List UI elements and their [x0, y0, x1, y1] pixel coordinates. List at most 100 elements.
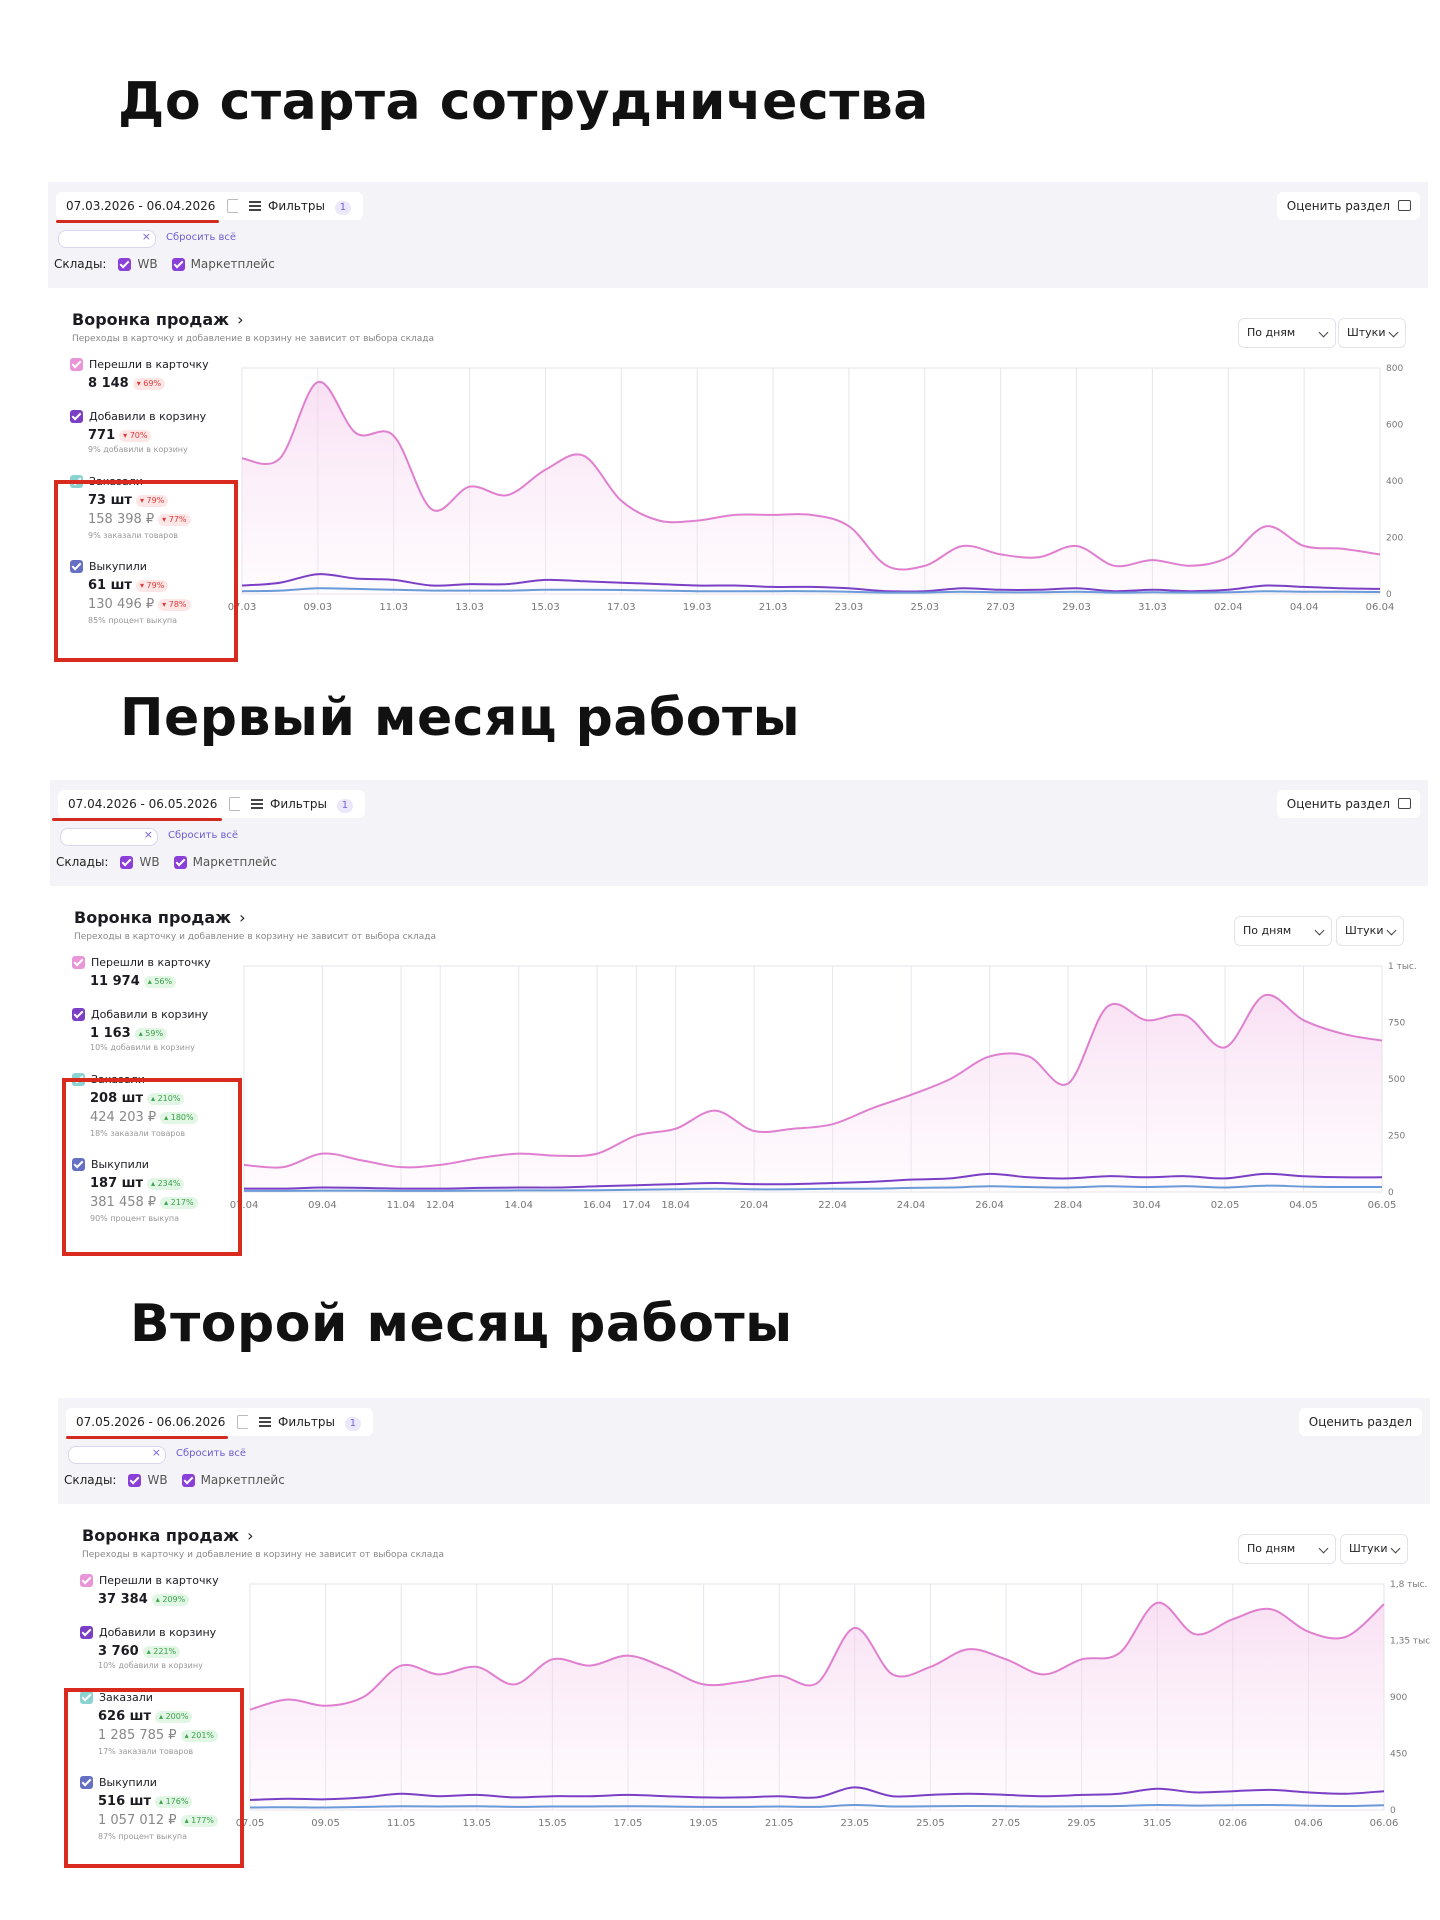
units-dropdown[interactable]: Штуки	[1338, 318, 1406, 348]
y-tick-label: 450	[1390, 1750, 1407, 1760]
y-tick-label: 1,8 тыс.	[1390, 1580, 1427, 1590]
bought-checkbox[interactable]	[70, 560, 83, 573]
marketplace-checkbox[interactable]	[173, 855, 187, 869]
x-tick-label: 28.04	[1054, 1200, 1083, 1211]
x-tick-label: 13.03	[455, 602, 484, 613]
x-tick-label: 17.05	[614, 1818, 643, 1829]
metric-value-row: 1 163 ▴ 59%	[90, 1026, 168, 1041]
period-dropdown[interactable]: По дням	[1238, 1534, 1336, 1564]
rate-section-button[interactable]: Оценить раздел	[1276, 790, 1420, 818]
metric-value-row: 73 шт ▾ 79%	[88, 493, 169, 508]
metric-value: 73 шт	[88, 493, 132, 508]
change-badge: ▴ 234%	[147, 1177, 185, 1190]
date-range-picker[interactable]: 07.04.2026 - 06.05.2026	[58, 790, 252, 818]
change-badge: ▴ 200%	[155, 1710, 193, 1723]
close-icon[interactable]: ×	[151, 1446, 161, 1459]
filter-chip[interactable]: ×	[60, 828, 158, 846]
sales-funnel-chart: 07.05 09.05 11.05 13.05 15.05 17.05 19.05 21.05…	[236, 1580, 1431, 1829]
period-dropdown[interactable]: По дням	[1238, 318, 1336, 348]
metric-label: Заказали	[99, 1691, 153, 1704]
ordered-checkbox[interactable]	[80, 1691, 93, 1704]
bought-checkbox[interactable]	[72, 1158, 85, 1171]
section-title: До старта сотрудничества	[118, 72, 929, 132]
x-tick-label: 27.05	[992, 1818, 1021, 1829]
metric-sum-row: 424 203 ₽ ▴ 180%	[90, 1110, 198, 1125]
dashboard-panel: 07.04.2026 - 06.05.2026 Фильтры 1 Оценит…	[50, 780, 1428, 1262]
filter-chip[interactable]: ×	[68, 1446, 166, 1464]
metric-label: Перешли в карточку	[89, 358, 209, 371]
x-tick-label: 23.03	[835, 602, 864, 613]
cart-checkbox[interactable]	[80, 1626, 93, 1639]
visits-checkbox[interactable]	[80, 1574, 93, 1587]
card-title[interactable]: Воронка продаж ›	[82, 1526, 253, 1545]
metric-label: Выкупили	[89, 560, 147, 573]
sliders-icon	[249, 201, 261, 211]
metric-label-row: Перешли в карточку	[70, 358, 209, 371]
y-tick-label: 500	[1388, 1075, 1405, 1085]
cart-checkbox[interactable]	[70, 410, 83, 423]
filter-chip[interactable]: ×	[58, 230, 156, 248]
metric-sum: 130 496 ₽	[88, 597, 155, 612]
date-range-picker[interactable]: 07.03.2026 - 06.04.2026	[56, 192, 250, 220]
metric-sum-row: 381 458 ₽ ▴ 217%	[90, 1195, 198, 1210]
reset-all-link[interactable]: Сбросить всё	[176, 1448, 247, 1459]
x-tick-label: 18.04	[661, 1200, 690, 1211]
filters-button[interactable]: Фильтры 1	[240, 790, 366, 818]
metric-value-row: 3 760 ▴ 221%	[98, 1644, 181, 1659]
metric-sum: 158 398 ₽	[88, 512, 155, 527]
rate-section-button[interactable]: Оценить раздел	[1276, 192, 1420, 220]
toolbar: 07.05.2026 - 06.06.2026 Фильтры 1 Оценит…	[58, 1398, 1430, 1504]
filters-count-badge: 1	[344, 1417, 362, 1431]
metric-sum-row: 1 285 785 ₽ ▴ 201%	[98, 1728, 219, 1743]
visits-checkbox[interactable]	[72, 956, 85, 969]
visits-checkbox[interactable]	[70, 358, 83, 371]
metric-value-row: 208 шт ▴ 210%	[90, 1091, 185, 1106]
metric-note: 9% заказали товаров	[88, 531, 178, 540]
period-dropdown[interactable]: По дням	[1234, 916, 1332, 946]
filters-count-badge: 1	[336, 799, 354, 813]
change-value: 69%	[143, 378, 162, 388]
reset-all-link[interactable]: Сбросить всё	[168, 830, 239, 841]
change-value: 56%	[154, 976, 173, 986]
units-dropdown[interactable]: Штуки	[1340, 1534, 1408, 1564]
y-tick-label: 1 тыс.	[1388, 962, 1417, 972]
change-badge: ▴ 176%	[155, 1795, 193, 1808]
bought-checkbox[interactable]	[80, 1776, 93, 1789]
card-title[interactable]: Воронка продаж ›	[72, 310, 243, 329]
metric-value-row: 516 шт ▴ 176%	[98, 1794, 193, 1809]
wb-checkbox[interactable]	[128, 1473, 142, 1487]
x-tick-label: 09.05	[311, 1818, 340, 1829]
metric-label-row: Выкупили	[80, 1776, 157, 1789]
metric-value: 8 148	[88, 376, 129, 391]
metric-note: 17% заказали товаров	[98, 1747, 194, 1756]
rate-section-button[interactable]: Оценить раздел	[1298, 1408, 1422, 1436]
cart-checkbox[interactable]	[72, 1008, 85, 1021]
x-tick-label: 27.03	[986, 602, 1015, 613]
wb-checkbox[interactable]	[120, 855, 134, 869]
units-dropdown[interactable]: Штуки	[1336, 916, 1404, 946]
metric-value: 516 шт	[98, 1794, 152, 1809]
y-tick-label: 900	[1390, 1693, 1407, 1703]
wb-checkbox[interactable]	[118, 257, 132, 271]
filters-button[interactable]: Фильтры 1	[238, 192, 364, 220]
marketplace-checkbox[interactable]	[171, 257, 185, 271]
metric-sum-row: 130 496 ₽ ▾ 78%	[88, 597, 191, 612]
filters-button[interactable]: Фильтры 1	[248, 1408, 374, 1436]
marketplace-label: Маркетплейс	[192, 855, 277, 869]
x-tick-label: 06.06	[1370, 1818, 1399, 1829]
marketplace-checkbox[interactable]	[181, 1473, 195, 1487]
card-title[interactable]: Воронка продаж ›	[74, 908, 245, 927]
warehouses-label: Склады:	[64, 1473, 117, 1487]
x-tick-label: 04.06	[1294, 1818, 1323, 1829]
units-dropdown-value: Штуки	[1345, 924, 1384, 937]
date-range-picker[interactable]: 07.05.2026 - 06.06.2026	[66, 1408, 260, 1436]
close-icon[interactable]: ×	[141, 230, 151, 243]
reset-all-link[interactable]: Сбросить всё	[166, 232, 237, 243]
metric-value: 11 974	[90, 974, 140, 989]
series-line	[241, 381, 1381, 571]
change-value: 221%	[153, 1646, 177, 1656]
series-area	[244, 994, 1382, 1192]
change-badge: ▴ 209%	[151, 1593, 190, 1606]
change-badge: ▾ 79%	[135, 579, 169, 592]
close-icon[interactable]: ×	[143, 828, 153, 841]
